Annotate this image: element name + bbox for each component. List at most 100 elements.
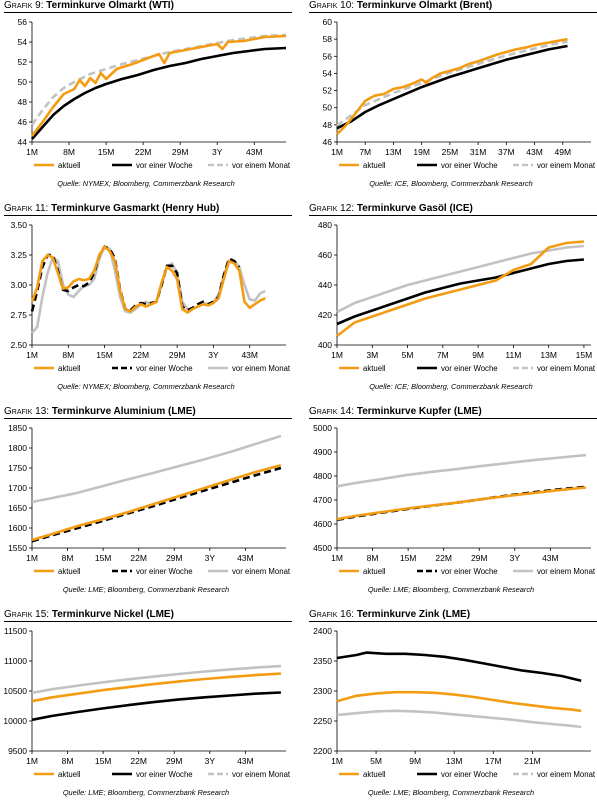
title-rule bbox=[309, 418, 597, 419]
y-tick-label: 4700 bbox=[313, 495, 332, 505]
y-tick-label: 1750 bbox=[8, 463, 27, 473]
title-rule bbox=[4, 418, 292, 419]
chart-source: Quelle: LME; Bloomberg, Commerzbank Rese… bbox=[62, 585, 230, 594]
series-line-aktuell bbox=[336, 37, 568, 136]
series-line-aktuell bbox=[336, 690, 582, 713]
y-tick-label: 54 bbox=[323, 68, 333, 78]
series-line-week bbox=[31, 691, 281, 722]
x-tick-label: 8M bbox=[63, 147, 75, 157]
series-line-aktuell bbox=[30, 34, 287, 137]
chart-panel: Grafik 14: Terminkurve Kupfer (LME) 4500 4… bbox=[305, 406, 597, 608]
chart-source: Quelle: LME; Bloomberg, Commerzbank Rese… bbox=[62, 788, 230, 797]
x-tick-label: 1M bbox=[26, 553, 38, 563]
chart-svg: 2.50 2.75 3.00 3.25 3.50 1M 8M 15M 22M 29M 3Y 43M ak… bbox=[10, 220, 291, 373]
x-tick-label: 29M bbox=[471, 553, 488, 563]
x-tick-label: 22M bbox=[135, 147, 152, 157]
x-tick-label: 3Y bbox=[212, 147, 223, 157]
series-line-week bbox=[31, 466, 282, 543]
y-tick-label: 46 bbox=[323, 137, 333, 147]
x-tick-label: 7M bbox=[437, 350, 449, 360]
y-tick-label: 11500 bbox=[4, 626, 27, 636]
x-tick-label: 1M bbox=[26, 147, 38, 157]
legend-label-aktuell: aktuell bbox=[58, 161, 81, 170]
series-line-aktuell bbox=[31, 672, 281, 703]
legend-label-month: vor einem Monat bbox=[537, 161, 596, 170]
x-tick-label: 15M bbox=[576, 350, 593, 360]
series-line-aktuell bbox=[30, 245, 266, 314]
series-line-aktuell bbox=[336, 486, 587, 521]
y-tick-label: 9500 bbox=[8, 746, 27, 756]
x-tick-label: 43M bbox=[526, 147, 543, 157]
x-tick-label: 3Y bbox=[510, 553, 521, 563]
legend-label-aktuell: aktuell bbox=[363, 770, 386, 779]
x-tick-label: 5M bbox=[370, 756, 382, 766]
series-line-aktuell bbox=[31, 463, 282, 542]
chart-title-text: Terminkurve Aluminium (LME) bbox=[49, 406, 196, 417]
series-line-month bbox=[336, 244, 585, 314]
y-tick-label: 50 bbox=[18, 77, 28, 87]
x-tick-label: 22M bbox=[133, 350, 150, 360]
chart-title-prefix: Grafik 9: bbox=[4, 0, 44, 11]
x-tick-label: 13M bbox=[385, 147, 402, 157]
y-tick-label: 4900 bbox=[313, 447, 332, 457]
y-tick-label: 2200 bbox=[313, 746, 332, 756]
y-tick-label: 400 bbox=[318, 340, 332, 350]
legend-label-month: vor einem Monat bbox=[537, 770, 596, 779]
series-line-week bbox=[336, 258, 585, 326]
y-tick-label: 52 bbox=[18, 57, 28, 67]
legend-label-week: vor einer Woche bbox=[136, 161, 193, 170]
y-tick-label: 54 bbox=[18, 37, 28, 47]
x-tick-label: 22M bbox=[130, 553, 147, 563]
chart-title: Grafik 11: Terminkurve Gasmarkt (Henry H… bbox=[4, 203, 292, 215]
y-tick-label: 10500 bbox=[3, 686, 27, 696]
y-tick-label: 460 bbox=[318, 250, 332, 260]
y-tick-label: 2.50 bbox=[10, 340, 27, 350]
y-tick-label: 440 bbox=[318, 280, 332, 290]
x-tick-label: 8M bbox=[367, 553, 379, 563]
chart-title-prefix: Grafik 14: bbox=[309, 406, 355, 417]
chart-title-text: Terminkurve Ölmarkt (Brent) bbox=[354, 0, 493, 11]
title-rule bbox=[309, 621, 597, 622]
chart-title-text: Terminkurve Gasöl (ICE) bbox=[354, 203, 473, 214]
series-line-month bbox=[336, 453, 587, 488]
chart-title-prefix: Grafik 10: bbox=[309, 0, 355, 11]
x-tick-label: 13M bbox=[446, 756, 463, 766]
x-tick-label: 43M bbox=[241, 350, 258, 360]
legend-label-week: vor einer Woche bbox=[441, 364, 498, 373]
y-tick-label: 48 bbox=[18, 97, 28, 107]
y-tick-label: 5000 bbox=[313, 423, 332, 433]
chart-title-text: Terminkurve Kupfer (LME) bbox=[354, 406, 482, 417]
chart-source: Quelle: NYMEX; Bloomberg, Commerzbank Re… bbox=[57, 179, 235, 188]
y-tick-label: 58 bbox=[323, 34, 333, 44]
x-tick-label: 29M bbox=[166, 756, 183, 766]
y-tick-label: 480 bbox=[318, 220, 332, 230]
legend-label-aktuell: aktuell bbox=[363, 161, 386, 170]
chart-svg: 4500 4600 4700 4800 4900 5000 1M 8M 15M 22M 29M 3Y 4… bbox=[313, 423, 596, 576]
x-tick-label: 8M bbox=[62, 553, 74, 563]
legend-label-aktuell: aktuell bbox=[363, 567, 386, 576]
legend-label-aktuell: aktuell bbox=[58, 770, 81, 779]
series-line-week bbox=[336, 44, 568, 130]
chart-source: Quelle: LME; Bloomberg, Commerzbank Rese… bbox=[367, 788, 535, 797]
x-tick-label: 15M bbox=[95, 553, 112, 563]
series-line-month bbox=[336, 709, 582, 729]
y-tick-label: 4500 bbox=[313, 543, 332, 553]
chart-title-prefix: Grafik 15: bbox=[4, 609, 50, 620]
x-tick-label: 8M bbox=[62, 756, 74, 766]
chart-panel: Grafik 15: Terminkurve Nickel (LME) 9500 1… bbox=[0, 609, 292, 811]
legend-label-week: vor einer Woche bbox=[441, 567, 498, 576]
series-line-month bbox=[336, 40, 568, 127]
chart-title: Grafik 12: Terminkurve Gasöl (ICE) bbox=[309, 203, 597, 215]
series-line-month bbox=[31, 664, 281, 695]
y-tick-label: 1650 bbox=[8, 503, 27, 513]
x-tick-label: 15M bbox=[98, 147, 115, 157]
legend-label-aktuell: aktuell bbox=[58, 567, 81, 576]
x-tick-label: 43M bbox=[237, 553, 254, 563]
chart-panel: Grafik 13: Terminkurve Aluminium (LME) 15… bbox=[0, 406, 292, 608]
y-tick-label: 11000 bbox=[4, 656, 27, 666]
chart-panel: Grafik 10: Terminkurve Ölmarkt (Brent) 46… bbox=[305, 0, 597, 202]
y-tick-label: 420 bbox=[318, 310, 332, 320]
y-tick-label: 56 bbox=[323, 51, 333, 61]
x-tick-label: 1M bbox=[26, 756, 38, 766]
legend-label-month: vor einem Monat bbox=[232, 364, 291, 373]
